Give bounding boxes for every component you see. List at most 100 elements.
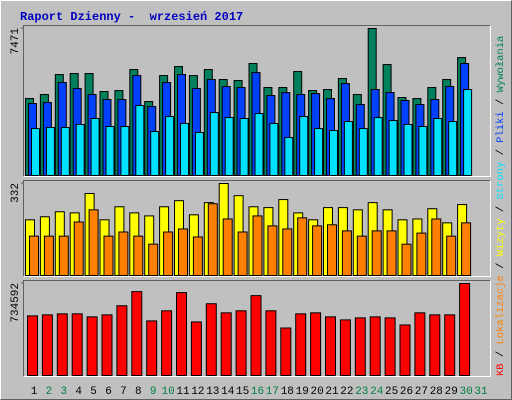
x-tick-label: 5: [90, 386, 97, 398]
bar: [416, 232, 427, 277]
bar: [205, 303, 217, 376]
bar: [282, 228, 293, 277]
y-tick-label: 7471: [10, 28, 22, 55]
x-tick-label: 15: [236, 386, 249, 398]
bar: [325, 316, 336, 376]
bar: [403, 124, 413, 176]
x-tick-label: 6: [105, 386, 112, 398]
bar: [310, 312, 322, 377]
x-tick-label: 19: [296, 386, 309, 398]
bar: [31, 128, 40, 176]
bar: [86, 316, 98, 376]
bar: [354, 317, 366, 376]
bar: [90, 118, 100, 176]
bar: [116, 305, 128, 376]
bar: [178, 228, 188, 277]
x-tick-label: 21: [325, 386, 339, 398]
bar: [56, 313, 68, 377]
legend-entry: Wizyty: [495, 218, 507, 256]
bar: [101, 314, 113, 376]
x-tick-label: 26: [400, 386, 413, 398]
bar: [297, 217, 308, 277]
legend-entry: KB: [495, 363, 507, 376]
bar: [369, 316, 381, 376]
panel-border-light: [23, 180, 491, 277]
bar: [463, 89, 473, 176]
x-tick-label: 31: [474, 386, 488, 398]
bar: [176, 292, 187, 376]
bar: [341, 230, 352, 276]
bar: [103, 235, 114, 276]
bar: [388, 120, 398, 176]
bar: [75, 124, 85, 176]
y-tick-label: 734592: [10, 283, 22, 323]
legend-entry: Strony: [495, 162, 507, 200]
bar: [358, 128, 368, 176]
bar: [267, 225, 278, 276]
bar: [252, 215, 263, 277]
bar: [431, 218, 442, 276]
bar: [220, 312, 232, 377]
bar: [414, 312, 426, 377]
bar: [265, 310, 277, 377]
bar: [27, 315, 38, 376]
bar: [386, 230, 397, 276]
x-tick-label: 25: [385, 386, 398, 398]
x-tick-label: 10: [161, 386, 174, 398]
bar: [133, 235, 144, 276]
bar: [401, 243, 412, 277]
x-tick-label: 17: [266, 386, 279, 398]
legend-entry: Pliki: [495, 111, 507, 143]
bar: [41, 314, 53, 376]
bar: [254, 113, 264, 177]
bar: [459, 283, 471, 376]
bar: [327, 224, 337, 276]
bar: [60, 127, 70, 176]
bar: [146, 320, 158, 376]
bar: [235, 310, 247, 377]
x-tick-label: 22: [340, 386, 353, 398]
bar: [131, 291, 143, 376]
x-tick-label: 11: [176, 386, 190, 398]
x-tick-label: 28: [430, 386, 443, 398]
bar: [105, 126, 115, 177]
bar: [224, 117, 234, 176]
legend-separator: /: [495, 256, 507, 275]
legend-entry: Wywołania: [495, 36, 507, 93]
bar: [429, 314, 441, 376]
x-tick-label: 1: [31, 386, 38, 398]
legend-separator: /: [495, 200, 507, 219]
bar: [444, 314, 456, 376]
bar: [180, 123, 189, 176]
bar: [371, 230, 382, 276]
bar: [88, 209, 99, 276]
panel-border-light: [23, 25, 491, 177]
x-tick-label: 4: [75, 386, 82, 398]
bar: [446, 235, 457, 276]
legend-entry: Lokalizacje: [495, 275, 507, 344]
x-tick-label: 30: [459, 386, 472, 398]
bar: [222, 218, 233, 276]
bar: [237, 231, 248, 276]
bar: [269, 123, 279, 176]
bar: [58, 235, 69, 276]
x-tick-label: 3: [60, 386, 67, 398]
bar: [461, 222, 472, 276]
bar: [163, 231, 174, 276]
legend-separator: /: [495, 344, 507, 363]
x-tick-label: 29: [445, 386, 458, 398]
legend-separator: /: [495, 92, 507, 111]
bar: [329, 130, 338, 176]
chart-title: Raport Dzienny - wrzesień 2017: [20, 10, 243, 24]
bar: [239, 118, 249, 176]
bar: [43, 235, 54, 276]
x-tick-label: 27: [415, 386, 428, 398]
x-tick-label: 23: [355, 386, 368, 398]
x-tick-label: 2: [46, 386, 53, 398]
x-tick-label: 24: [370, 386, 384, 398]
panel-border-dark: [23, 25, 491, 177]
legend: KB / Lokalizacje / Wizyty / Strony / Pli…: [495, 36, 507, 376]
